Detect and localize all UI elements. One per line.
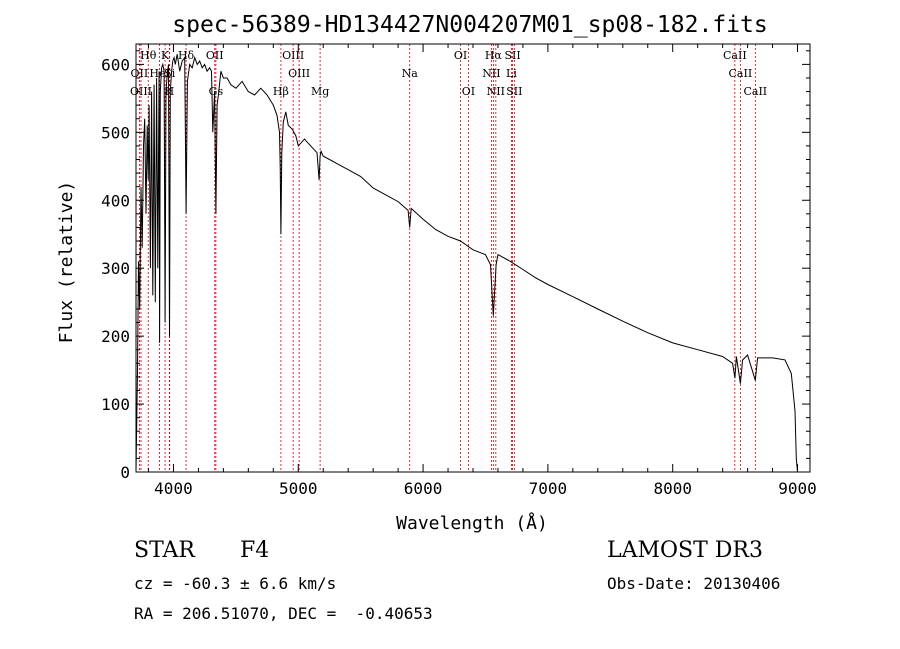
spectral-line-label: Hα (485, 49, 503, 62)
spectral-line-label: OI (462, 85, 475, 98)
x-tick-label: 5000 (279, 479, 318, 498)
spectral-line-label: K (161, 49, 170, 62)
spectral-line-label: CaII (723, 49, 747, 62)
x-tick-label: 7000 (529, 479, 568, 498)
y-axis-ticks: 0 100 200 300 400 500 600 (101, 50, 810, 482)
y-tick-label: 0 (120, 463, 130, 482)
spectral-line-label: Gs (209, 85, 224, 98)
spectral-line-label: OII (206, 49, 224, 62)
spectral-line-label: OI (454, 49, 467, 62)
spectrum-series-line (135, 54, 798, 473)
x-axis-ticks: 4000 5000 6000 7000 8000 9000 (147, 44, 817, 498)
x-tick-label: 8000 (653, 479, 692, 498)
spectral-line-label: Si (164, 67, 176, 80)
spectral-line-label: OIII (282, 49, 304, 62)
y-tick-label: 200 (101, 327, 130, 346)
spectral-line-label: SII (504, 49, 520, 62)
spectral-line-label: Hδ (178, 49, 195, 62)
x-tick-label: 9000 (778, 479, 817, 498)
observation-date: Obs-Date: 20130406 (607, 574, 781, 593)
spectral-line-label: NII (487, 85, 505, 98)
y-tick-label: 500 (101, 123, 130, 142)
spectral-line-label: Mg (311, 85, 329, 98)
spectral-line-label: Na (402, 67, 419, 80)
y-tick-label: 400 (101, 191, 130, 210)
x-axis-label: Wavelength (Å) (396, 512, 548, 534)
spectral-line-label: Hβ (273, 85, 289, 98)
spectral-line-label: SII (506, 85, 522, 98)
spectral-line-label: OIII (288, 67, 310, 80)
object-subclass: F4 (240, 538, 270, 563)
spectral-line-label: H (165, 85, 175, 98)
spectral-line-label: Li (506, 67, 517, 80)
plot-frame (135, 43, 811, 473)
spectral-line-markers (138, 44, 756, 472)
spectral-line-label: Hθ (140, 49, 157, 62)
y-axis-label: Flux (relative) (56, 181, 77, 344)
object-class: STAR (134, 538, 195, 563)
y-tick-label: 100 (101, 395, 130, 414)
spectral-line-label: NII (482, 67, 500, 80)
spectral-line-label: OII (131, 67, 149, 80)
survey-name: LAMOST DR3 (607, 538, 763, 563)
x-tick-label: 6000 (404, 479, 443, 498)
x-tick-label: 4000 (154, 479, 193, 498)
y-tick-label: 600 (101, 55, 130, 74)
spectral-line-label: OIII (130, 85, 152, 98)
y-tick-label: 300 (101, 259, 130, 278)
chart-title: spec-56389-HD134427N004207M01_sp08-182.f… (172, 12, 767, 38)
spectral-line-label: CaII (743, 85, 767, 98)
coordinates: RA = 206.51070, DEC = -0.40653 (134, 604, 433, 623)
spectral-line-label: CaII (729, 67, 753, 80)
redshift-velocity: cz = -60.3 ± 6.6 km/s (134, 574, 337, 593)
